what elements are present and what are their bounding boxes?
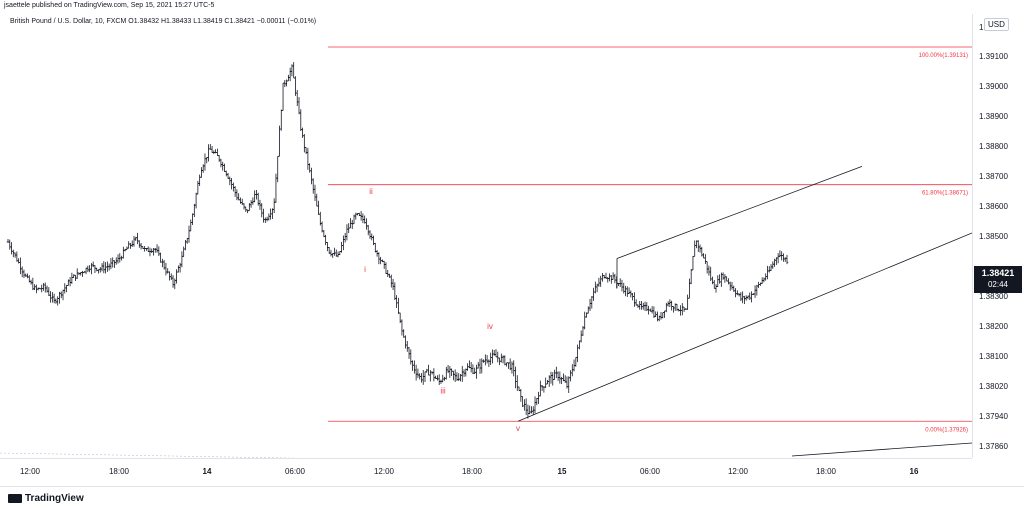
channel-upper-line (616, 166, 863, 259)
x-tick-label: 15 (558, 467, 567, 476)
wave-label: ii (369, 187, 373, 196)
wave-label: i (364, 265, 366, 274)
current-price-value: 1.38421 (981, 268, 1015, 278)
y-tick-label: 1.38800 (979, 142, 1008, 151)
currency-label[interactable]: USD (984, 18, 1009, 31)
x-tick-label: 12:00 (374, 467, 395, 476)
tradingview-logo-icon (8, 493, 22, 503)
y-tick-label: 1.38300 (979, 292, 1008, 301)
x-tick-label: 18:00 (109, 467, 130, 476)
bar-countdown: 02:44 (987, 280, 1009, 289)
tradingview-logo[interactable]: TradingView (8, 493, 84, 504)
x-tick-label: 06:00 (640, 467, 661, 476)
chart-area[interactable]: 100.00%(1.39131) 61.80%(1.38671) 0.00%(1.3… (0, 14, 973, 471)
y-tick-label: 1.38900 (979, 112, 1008, 121)
time-axis-labels: 12:00 18:00 14 06:00 12:00 18:00 15 06:00 12:00 1… (20, 467, 919, 476)
y-tick-label: 1.37940 (979, 412, 1008, 421)
trend-line-bottom (791, 442, 973, 457)
brand-label: TradingView (25, 493, 84, 504)
wave-label: v (516, 424, 520, 433)
price-chart[interactable]: 100.00%(1.39131) 61.80%(1.38671) 0.00%(1.3… (0, 14, 973, 471)
fib-level-label: 61.80%(1.38671) (922, 191, 968, 197)
y-tick-label: 1.37860 (979, 442, 1008, 451)
y-tick-label: 1.38020 (979, 382, 1008, 391)
x-tick-label: 14 (203, 467, 212, 476)
footer: TradingView (0, 486, 1024, 509)
fib-level-label: 100.00%(1.39131) (919, 53, 968, 59)
y-tick-label: 1.38600 (979, 202, 1008, 211)
price-axis-labels: 1.392001.391001.390001.389001.388001.387… (979, 23, 1008, 479)
wave-label: iii (440, 387, 446, 396)
y-tick-label: 1.38100 (979, 352, 1008, 361)
x-tick-label: 18:00 (462, 467, 483, 476)
symbol-info: British Pound / U.S. Dollar, 10, FXCM O1… (10, 18, 317, 25)
wave-label: iv (487, 322, 493, 331)
price-axis[interactable]: 1.392001.391001.390001.389001.388001.387… (972, 14, 1024, 479)
current-price-tag: 1.38421 02:44 (974, 266, 1022, 293)
x-tick-label: 18:00 (816, 467, 837, 476)
y-tick-label: 1.39100 (979, 52, 1008, 61)
x-tick-label: 12:00 (20, 467, 41, 476)
y-tick-label: 1.38700 (979, 172, 1008, 181)
channel-lower-line (517, 232, 973, 422)
time-axis[interactable]: 12:00 18:00 14 06:00 12:00 18:00 15 06:00 12:00 1… (0, 458, 972, 487)
x-tick-label: 12:00 (728, 467, 749, 476)
publish-info: jsaettele published on TradingView.com, … (4, 2, 215, 9)
y-tick-label: 1.38200 (979, 322, 1008, 331)
x-tick-label: 16 (910, 467, 919, 476)
x-tick-label: 06:00 (285, 467, 306, 476)
y-tick-label: 1.39000 (979, 82, 1008, 91)
y-tick-label: 1.38500 (979, 232, 1008, 241)
fib-level-label: 0.00%(1.37926) (925, 427, 968, 433)
